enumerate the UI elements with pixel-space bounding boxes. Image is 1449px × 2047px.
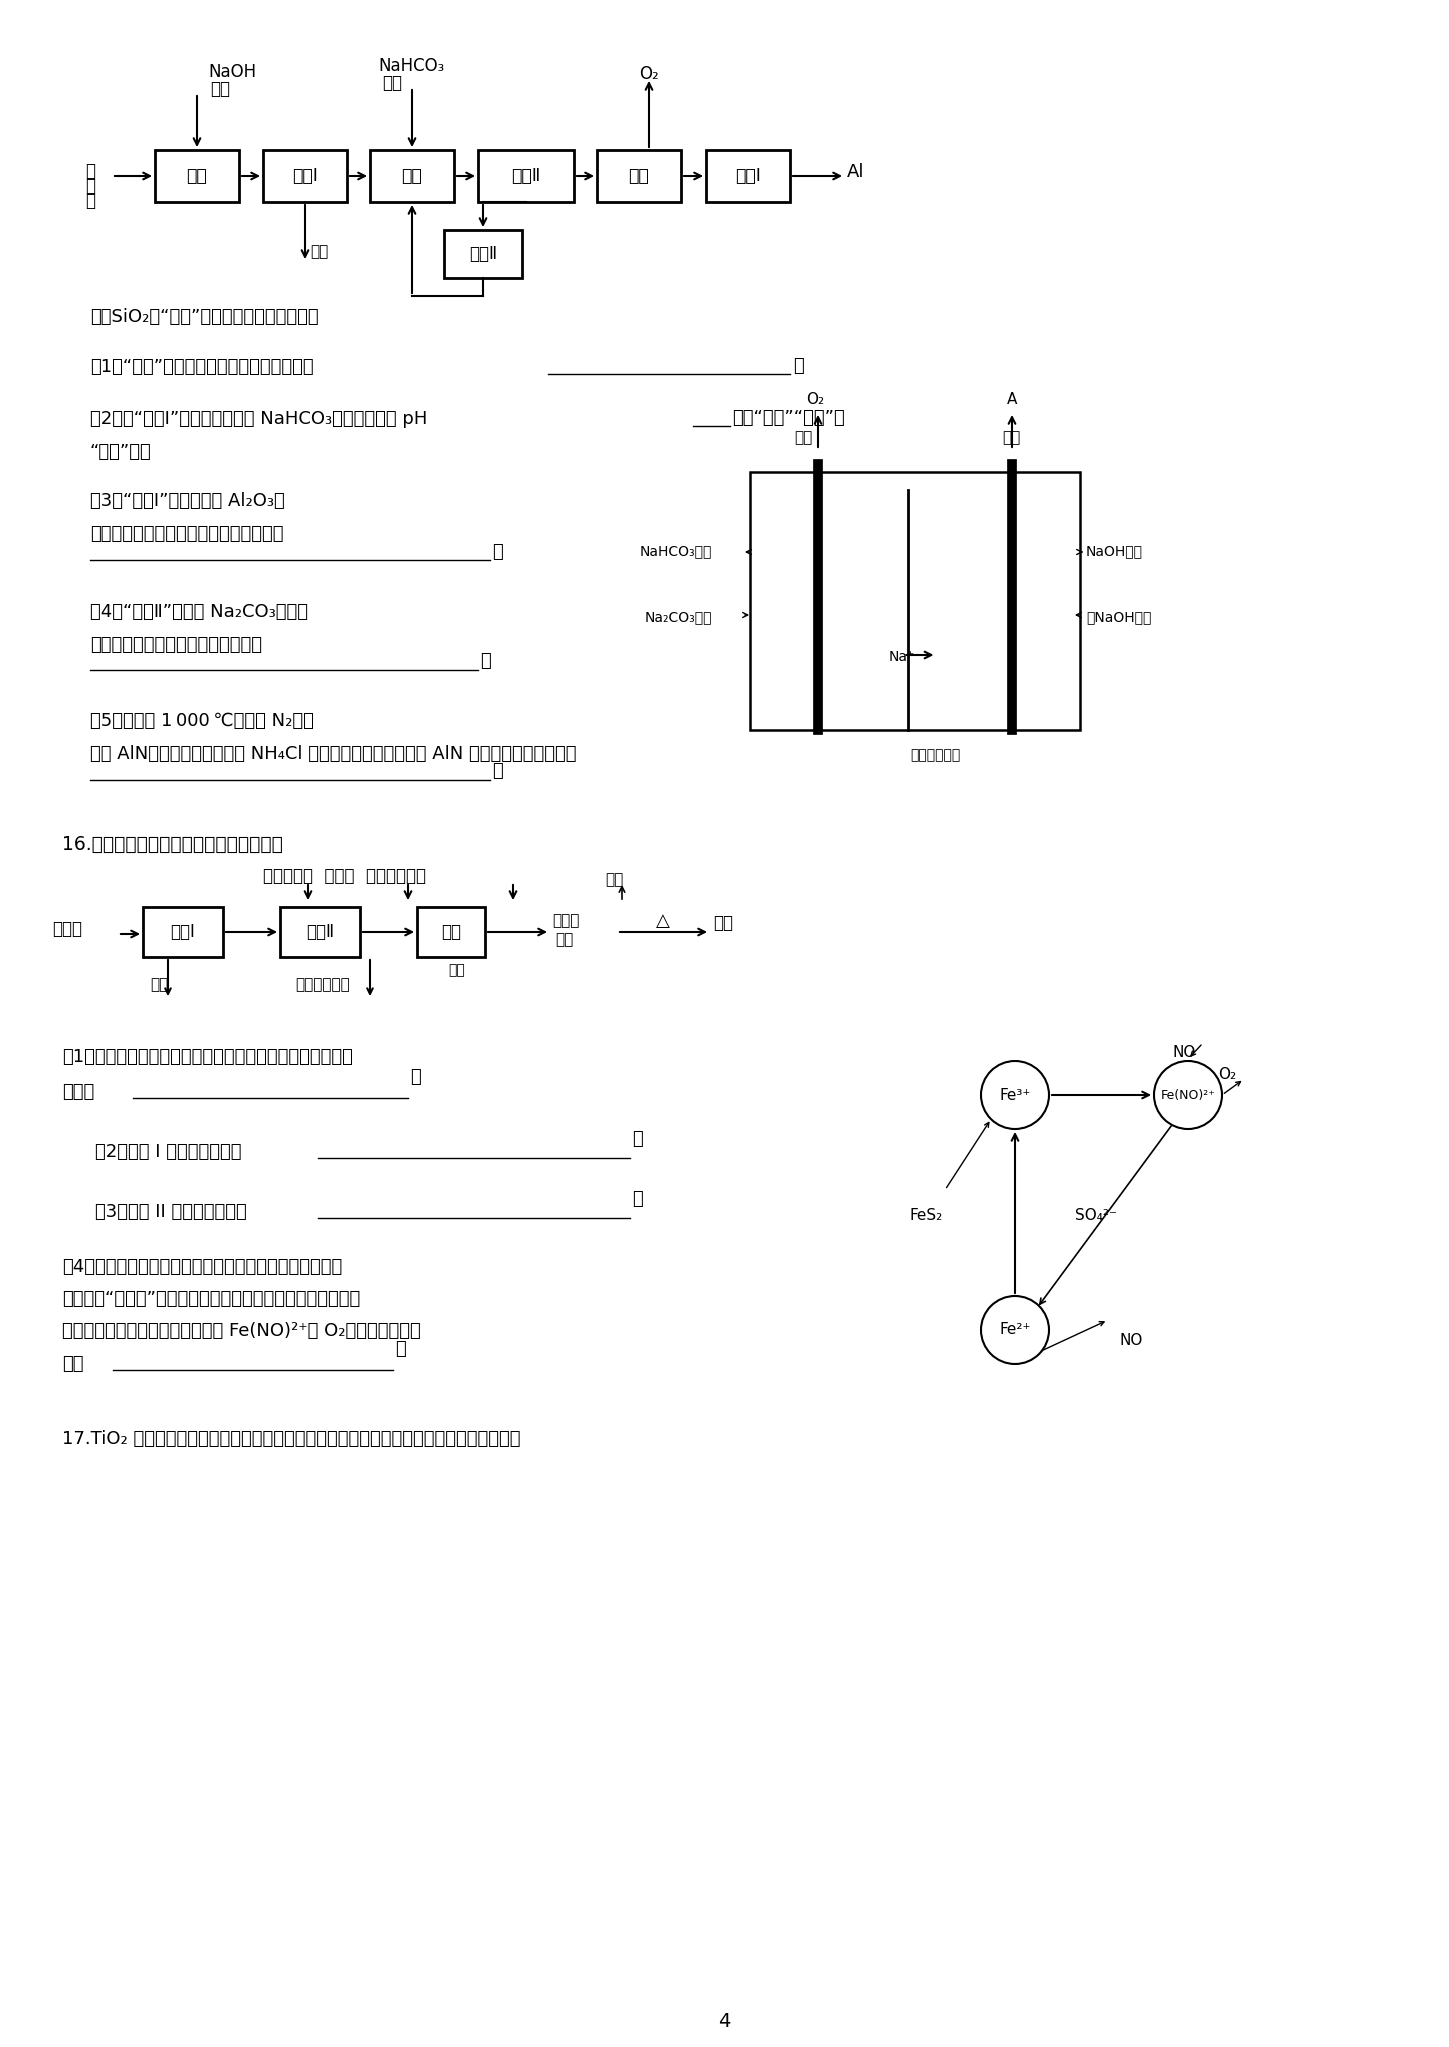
Text: 滤渣: 滤渣 [310,244,329,260]
Text: 过滤: 过滤 [448,962,465,976]
Text: （2）反应 I 的离子方程式：: （2）反应 I 的离子方程式： [96,1142,242,1161]
Text: NaOH: NaOH [209,63,256,82]
Text: （填“增大”“不变”或: （填“增大”“不变”或 [732,409,845,428]
Text: 盐酸: 盐酸 [151,976,168,993]
Text: 。: 。 [493,542,503,561]
Text: 16.用废铁皮制取铁红的流程示意图如下：: 16.用废铁皮制取铁红的流程示意图如下： [62,835,283,854]
Text: 灼烧: 灼烧 [629,168,649,184]
Text: 磁铁: 磁铁 [606,872,623,886]
Text: 。: 。 [396,1341,406,1357]
Text: 。: 。 [480,653,491,669]
Bar [264,149,346,203]
Text: O₂: O₂ [1219,1066,1236,1083]
Text: NO: NO [1120,1333,1143,1349]
Text: 。: 。 [493,761,503,780]
Text: 阴极: 阴极 [1003,430,1020,444]
Text: （3）“电解Ⅰ”是电解熶融 Al₂O₃，: （3）“电解Ⅰ”是电解熶融 Al₂O₃， [90,491,285,510]
Text: 4: 4 [717,2012,730,2031]
Text: 化关系如右图所示，写出该过程中 Fe(NO)²⁺与 O₂反应的离子方程: 化关系如右图所示，写出该过程中 Fe(NO)²⁺与 O₂反应的离子方程 [62,1322,420,1341]
Bar [417,907,485,958]
Text: 固体: 固体 [555,931,574,948]
Text: （5）铝粉在 1 000 ℃时可与 N₂反应: （5）铝粉在 1 000 ℃时可与 N₂反应 [90,712,314,731]
Text: A: A [1007,391,1017,407]
Text: （2）向“过滤Ⅰ”所得滤液中加入 NaHCO₃溶液，溶液的 pH: （2）向“过滤Ⅰ”所得滤液中加入 NaHCO₃溶液，溶液的 pH [90,409,427,428]
Text: 反应: 反应 [401,168,422,184]
Text: △: △ [656,913,669,929]
Text: 。: 。 [632,1189,643,1208]
Text: 土: 土 [85,176,96,194]
Text: O₂: O₂ [806,391,824,407]
Text: 。: 。 [410,1069,420,1087]
Bar [369,149,454,203]
Text: 铁红: 铁红 [713,915,733,931]
Text: Al: Al [848,164,865,180]
Text: 式：: 式： [62,1355,84,1374]
Text: O₂: O₂ [639,66,659,84]
Text: Na⁺: Na⁺ [888,651,914,663]
Text: （4）黄铁矿因黄色和明亮的金属光泽，常被误认是黄金，: （4）黄铁矿因黄色和明亮的金属光泽，常被误认是黄金， [62,1259,342,1275]
Text: 17.TiO₂ 是一种性能优良的半导体光影化剖，能有效地吸附有机污染物（如甲醉、甲苯等）: 17.TiO₂ 是一种性能优良的半导体光影化剖，能有效地吸附有机污染物（如甲醉、… [62,1431,520,1447]
Text: 矿: 矿 [85,192,96,211]
Text: “减小”）。: “减小”）。 [90,442,152,461]
Bar [155,149,239,203]
Text: 铝: 铝 [85,162,96,180]
Text: 硷溶: 硷溶 [187,168,207,184]
Text: Fe³⁺: Fe³⁺ [1000,1087,1030,1103]
Text: 电解Ⅱ: 电解Ⅱ [469,246,497,262]
Text: NaOH溶液: NaOH溶液 [1085,545,1143,559]
Text: 制备 AlN。在铝粉中添加少量 NH₄Cl 固体并充分混合，有利于 AlN 的制备，其主要原因是: 制备 AlN。在铝粉中添加少量 NH₄Cl 固体并充分混合，有利于 AlN 的制… [90,745,577,764]
Text: （1）上述流程中，由红褐色固体受热分解制备铁红的化学方: （1）上述流程中，由红褐色固体受热分解制备铁红的化学方 [62,1048,354,1066]
Text: 过滤Ⅱ: 过滤Ⅱ [511,168,540,184]
Text: 溶液: 溶液 [210,80,230,98]
Text: NO: NO [1174,1046,1197,1060]
Text: 故又称为“愁人金”。一种酸性条件下安化氧化黄铁矿的物质转: 故又称为“愁人金”。一种酸性条件下安化氧化黄铁矿的物质转 [62,1290,361,1308]
Bar [597,149,681,203]
Text: 反应Ⅰ: 反应Ⅰ [171,923,196,942]
Bar [280,907,359,958]
Bar [443,229,522,278]
Text: 含鐵盐的溶液: 含鐵盐的溶液 [296,976,349,993]
Text: NaHCO₃: NaHCO₃ [378,57,445,76]
Text: 红褐色: 红褐色 [552,913,580,927]
Bar [478,149,574,203]
Text: NaHCO₃溶液: NaHCO₃溶液 [640,545,713,559]
Text: 程式：: 程式： [62,1083,94,1101]
Text: 阳极: 阳极 [794,430,813,444]
Bar [706,149,790,203]
Text: Fe²⁺: Fe²⁺ [1000,1322,1030,1337]
Text: 原理如图所示。阳极的电极反应式：: 原理如图所示。阳极的电极反应式： [90,637,262,653]
Text: （3）反应 II 的离子方程式：: （3）反应 II 的离子方程式： [96,1204,246,1220]
Text: FeS₂: FeS₂ [910,1208,943,1222]
Text: 稀NaOH溶液: 稀NaOH溶液 [1085,610,1152,624]
Text: SO₄²⁻: SO₄²⁻ [1075,1208,1117,1222]
Text: 废铁皮: 废铁皮 [52,919,83,938]
Text: 反应Ⅱ: 反应Ⅱ [306,923,335,942]
Text: 电解过程中作阳极的石墨易消耗，原因是: 电解过程中作阳极的石墨易消耗，原因是 [90,524,284,542]
Text: 电解Ⅰ: 电解Ⅰ [735,168,761,184]
Text: 确酸钓溶液  空气水  过量的废铁皮: 确酸钓溶液 空气水 过量的废铁皮 [264,868,426,884]
Text: 。: 。 [793,356,804,375]
Bar [751,473,1080,731]
Bar [143,907,223,958]
Text: （4）“电解Ⅱ”是电解 Na₂CO₃溶液，: （4）“电解Ⅱ”是电解 Na₂CO₃溶液， [90,604,309,620]
Text: （1）“硷溶”时生成偏铝酸钓的离子方程式：: （1）“硷溶”时生成偏铝酸钓的离子方程式： [90,358,313,377]
Text: 过滤Ⅰ: 过滤Ⅰ [293,168,317,184]
Text: Fe(NO)²⁺: Fe(NO)²⁺ [1161,1089,1216,1101]
Text: 溶液: 溶液 [383,74,401,92]
Text: 分离: 分离 [440,923,461,942]
Text: 注：SiO₂在“硷溶”时转化为铝硬酸钓沉淠。: 注：SiO₂在“硷溶”时转化为铝硬酸钓沉淠。 [90,307,319,325]
Text: Na₂CO₃溶液: Na₂CO₃溶液 [645,610,713,624]
Text: 阳离子交换膜: 阳离子交换膜 [910,747,961,761]
Text: 。: 。 [632,1130,643,1148]
